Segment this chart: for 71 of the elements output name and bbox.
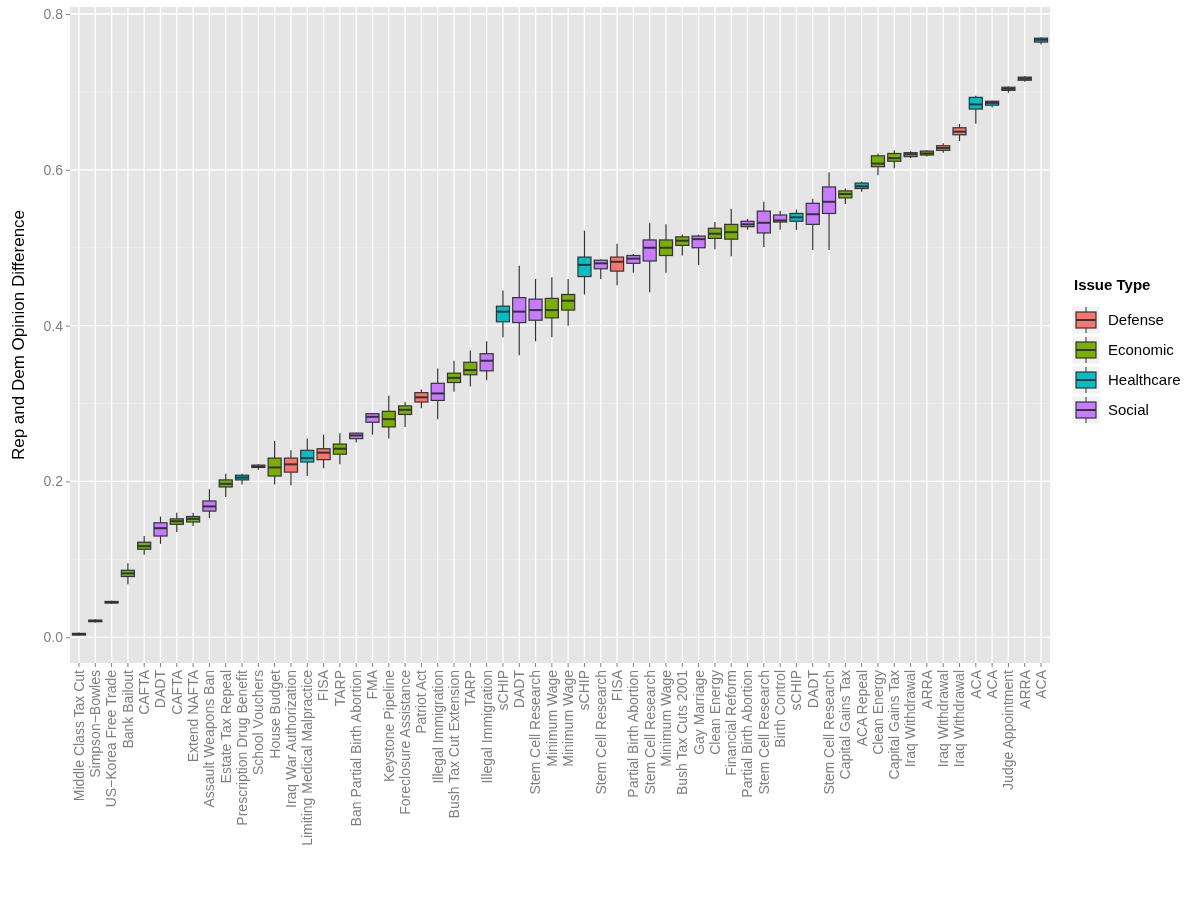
x-tick-label: TARP (331, 670, 348, 707)
x-tick-label: Illegal Immigration (429, 670, 446, 784)
y-tick-label: 0.6 (43, 161, 64, 178)
x-tick-label: Minimum Wage (560, 669, 577, 767)
x-tick-label: Stem Cell Research (820, 670, 837, 795)
y-tick-label: 0.0 (43, 629, 64, 646)
x-tick-label: Bush Tax Cuts 2001 (674, 669, 691, 796)
legend-title: Issue Type (1074, 276, 1151, 293)
x-tick-label: House Budget (266, 669, 283, 759)
x-tick-label: Extend NAFTA (185, 669, 202, 763)
y-axis-title: Rep and Dem Opinion Difference (9, 209, 28, 461)
x-tick-label: Bush Tax Cut Extension (445, 670, 462, 819)
x-tick-label: Estate Tax Repeal (217, 670, 234, 784)
x-tick-label: Capital Gains Tax (837, 670, 854, 780)
x-tick-label: Middle Class Tax Cut (70, 669, 87, 802)
x-tick-label: sCHIP (576, 670, 593, 711)
x-tick-label: CAFTA (168, 669, 185, 715)
y-tick-label: 0.8 (43, 5, 64, 22)
legend-label: Social (1108, 401, 1149, 418)
x-tick-label: Stem Cell Research (592, 670, 609, 795)
x-tick-label: FISA (315, 669, 332, 702)
x-tick-label: DADT (152, 669, 169, 709)
x-tick-label: Simpson−Bowles (87, 670, 104, 778)
x-tick-label: sCHIP (494, 670, 511, 711)
x-tick-label: Partial Birth Abortion (625, 670, 642, 798)
x-tick-label: FISA (608, 669, 625, 702)
x-tick-label: ARRA (918, 669, 935, 709)
x-tick-label: Patriot Act (413, 669, 430, 734)
legend-label: Economic (1108, 341, 1175, 358)
x-tick-label: Assault Weapons Ban (201, 670, 218, 808)
x-tick-label: Keystone Pipeline (380, 669, 397, 783)
x-tick-label: Stem Cell Research (755, 670, 772, 795)
x-tick-label: Iraq War Authorization (282, 670, 299, 808)
x-tick-label: Ban Partial Birth Abortion (348, 670, 365, 827)
x-tick-label: US−Korea Free Trade (103, 669, 120, 808)
x-tick-label: ACA (984, 669, 1001, 699)
y-tick-label: 0.4 (43, 317, 64, 334)
x-tick-label: Limiting Medical Malpractice (299, 669, 316, 846)
x-tick-label: ACA (1032, 669, 1049, 699)
legend-label: Healthcare (1108, 371, 1181, 388)
x-tick-label: Capital Gains Tax (886, 670, 903, 780)
x-tick-label: Illegal Immigration (478, 670, 495, 784)
x-tick-label: Minimum Wage (657, 669, 674, 767)
x-tick-label: ARRA (1016, 669, 1033, 709)
x-tick-label: Iraq Withdrawal (902, 670, 919, 768)
x-tick-label: Gay Marriage (690, 669, 707, 755)
x-tick-label: Iraq Withdrawal (935, 670, 952, 768)
x-tick-label: sCHIP (788, 670, 805, 711)
x-tick-label: FMA (364, 669, 381, 700)
x-tick-label: Foreclosure Assistance (396, 669, 413, 815)
x-tick-label: Partial Birth Abortion (739, 670, 756, 798)
x-tick-label: Clean Energy (706, 670, 723, 755)
x-tick-label: Iraq Withdrawal (951, 670, 968, 768)
x-tick-label: Bank Bailout (119, 669, 136, 749)
x-tick-label: CAFTA (136, 669, 153, 715)
x-tick-label: TARP (462, 670, 479, 707)
x-tick-label: Stem Cell Research (641, 670, 658, 795)
x-tick-label: DADT (804, 669, 821, 709)
x-tick-label: Prescription Drug Benefit (233, 669, 250, 826)
x-tick-label: Minimum Wage (543, 669, 560, 767)
x-tick-label: DADT (511, 669, 528, 709)
legend-label: Defense (1108, 311, 1164, 328)
x-tick-label: Clean Energy (869, 670, 886, 755)
y-tick-label: 0.2 (43, 473, 64, 490)
x-tick-label: Judge Appointment (1000, 669, 1017, 790)
x-tick-label: ACA (967, 669, 984, 699)
x-tick-label: Birth Control (772, 670, 789, 748)
x-tick-label: Financial Reform (723, 670, 740, 776)
x-tick-label: ACA Repeal (853, 670, 870, 747)
x-tick-label: School Vouchers (250, 670, 267, 776)
x-tick-label: Stem Cell Research (527, 670, 544, 795)
